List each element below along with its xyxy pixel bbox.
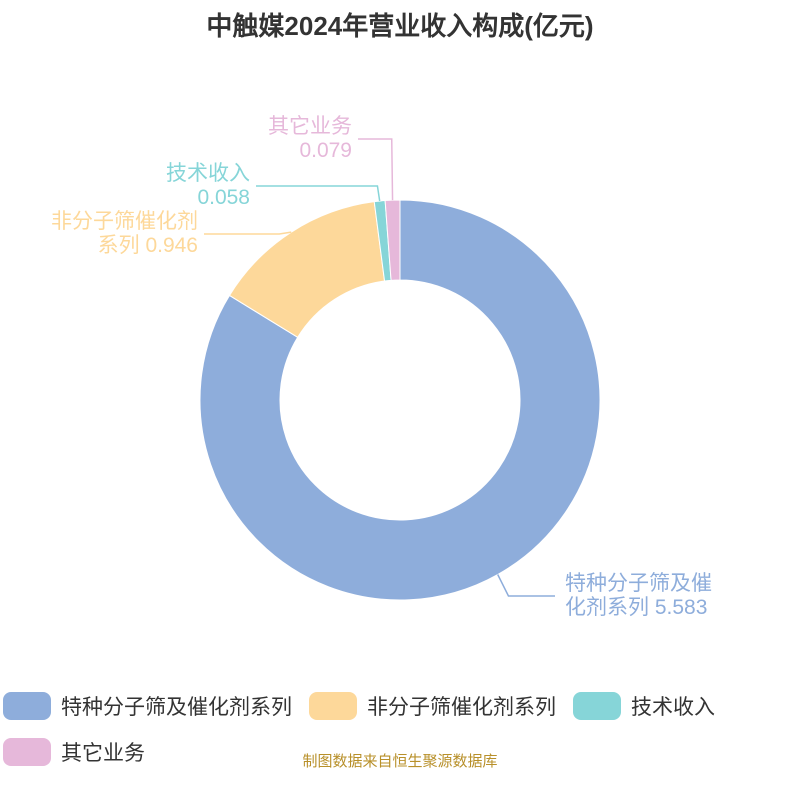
slice-value: 5.583 [654, 596, 708, 619]
legend-item: 技术收入 [573, 690, 715, 722]
legend-item: 其它业务 [3, 736, 145, 768]
legend-swatch [573, 692, 621, 720]
legend-swatch [3, 692, 51, 720]
legend-item: 特种分子筛及催化剂系列 [3, 690, 292, 722]
slice-label: 特种分子筛及催化剂系列 5.583 [565, 572, 725, 620]
slice-value: 0.946 [145, 234, 198, 257]
donut-slice [384, 199, 401, 281]
slice-value: 0.079 [299, 139, 352, 162]
slice-label: 非分子筛催化剂系列 0.946 [38, 210, 198, 258]
legend-label: 非分子筛催化剂系列 [367, 696, 556, 719]
donut-slice [199, 199, 601, 601]
slice-name: 非分子筛催化剂系列 [51, 210, 198, 257]
source-note: 制图数据来自恒生聚源数据库 [302, 753, 498, 770]
leader-line [204, 231, 292, 235]
chart-title: 中触媒2024年营业收入构成(亿元) [206, 11, 594, 41]
legend: 特种分子筛及催化剂系列 非分子筛催化剂系列 技术收入其它业务 [0, 688, 800, 780]
leader-line [497, 574, 555, 597]
slice-label: 技术收入 0.058 [150, 162, 250, 210]
legend-swatch [309, 692, 357, 720]
slice-name: 技术收入 [166, 162, 250, 185]
leader-line [358, 138, 394, 201]
legend-swatch [3, 738, 51, 766]
legend-item: 非分子筛催化剂系列 [309, 690, 556, 722]
leader-line [256, 185, 381, 202]
legend-label: 技术收入 [631, 696, 715, 719]
slice-value: 0.058 [197, 186, 250, 209]
legend-label: 特种分子筛及催化剂系列 [61, 696, 292, 719]
slice-name: 其它业务 [268, 115, 352, 138]
slice-label: 其它业务 0.079 [252, 115, 352, 163]
legend-label: 其它业务 [61, 742, 145, 765]
slice-name: 特种分子筛及催化剂系列 [565, 572, 712, 619]
